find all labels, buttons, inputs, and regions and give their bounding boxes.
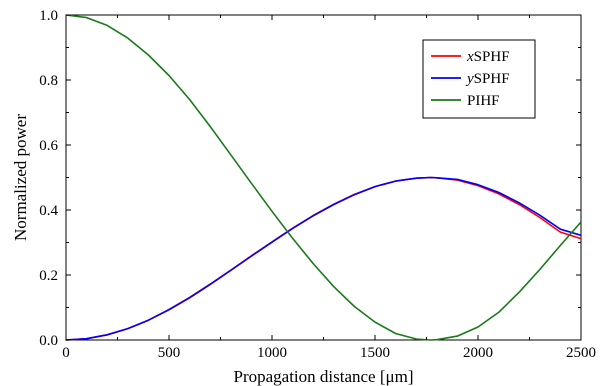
legend-label-text: PIHF: [467, 93, 500, 109]
x-axis-title: Propagation distance [μm]: [233, 367, 413, 386]
series-layer: [65, 14, 582, 341]
legend-label-italic: y: [465, 71, 474, 87]
series-line-2: [65, 14, 582, 341]
legend-label-2: PIHF: [467, 93, 500, 109]
x-tick-label: 2000: [463, 345, 493, 361]
legend-label-text: SPHF: [474, 71, 510, 87]
x-tick-label: 1000: [257, 345, 287, 361]
x-tick-label: 1500: [360, 345, 390, 361]
series-line-0: [65, 176, 582, 341]
y-tick-label: 0.2: [39, 268, 58, 284]
legend-box: [422, 39, 536, 119]
y-tick-label: 0.0: [39, 333, 58, 349]
y-tick-label: 0.6: [39, 138, 58, 154]
legend-label-0: xSPHF: [466, 49, 510, 65]
x-tick-label: 0: [62, 345, 70, 361]
legend-label-text: SPHF: [474, 49, 510, 65]
series-line-1: [65, 176, 582, 341]
legend-label-italic: x: [466, 49, 474, 65]
y-tick-label: 0.8: [39, 73, 58, 89]
y-axis-title: Normalized power: [11, 114, 30, 241]
legend-label-1: ySPHF: [465, 71, 510, 87]
x-tick-label: 500: [158, 345, 181, 361]
x-tick-label: 2500: [566, 345, 596, 361]
y-tick-label: 0.4: [39, 203, 58, 219]
y-tick-label: 1.0: [39, 8, 58, 24]
axes-layer: 0 500 1000 1500 2000 2500 0.0 0.2 0.4 0.6 0.8 1.0: [39, 8, 596, 361]
